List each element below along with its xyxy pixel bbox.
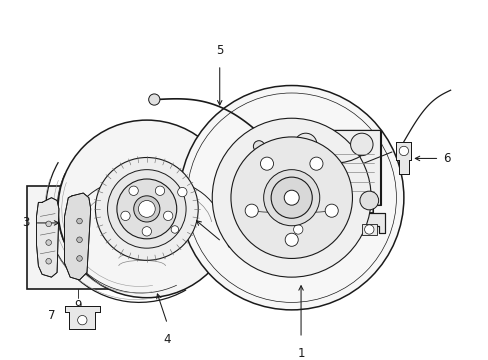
Text: 6: 6: [442, 152, 450, 165]
Text: 3: 3: [22, 216, 30, 229]
Circle shape: [350, 133, 372, 156]
Circle shape: [155, 186, 164, 195]
Circle shape: [95, 157, 198, 260]
Circle shape: [58, 120, 235, 298]
Text: 4: 4: [163, 333, 171, 346]
Bar: [27, 186, 128, 289]
Text: 5: 5: [216, 45, 223, 58]
Circle shape: [129, 186, 138, 195]
Circle shape: [270, 177, 312, 218]
Polygon shape: [396, 141, 410, 174]
Circle shape: [177, 188, 186, 197]
Circle shape: [117, 179, 176, 239]
Circle shape: [230, 137, 352, 258]
Polygon shape: [37, 198, 59, 277]
Circle shape: [294, 133, 316, 156]
Circle shape: [138, 201, 155, 217]
Circle shape: [163, 211, 172, 221]
Text: 8: 8: [226, 238, 233, 251]
Text: 7: 7: [48, 309, 55, 322]
Circle shape: [121, 211, 130, 221]
Text: 9: 9: [74, 299, 81, 312]
Circle shape: [107, 170, 186, 248]
Circle shape: [260, 157, 273, 170]
Circle shape: [293, 225, 302, 234]
Circle shape: [142, 227, 151, 236]
Polygon shape: [64, 306, 100, 329]
Circle shape: [253, 141, 264, 152]
Circle shape: [263, 170, 319, 226]
Circle shape: [364, 225, 373, 234]
Circle shape: [212, 118, 370, 277]
Circle shape: [359, 191, 378, 210]
Text: 2: 2: [397, 141, 404, 154]
Circle shape: [398, 146, 407, 156]
Circle shape: [284, 190, 299, 205]
Circle shape: [309, 157, 322, 170]
Circle shape: [77, 237, 82, 243]
Circle shape: [288, 191, 307, 210]
Polygon shape: [64, 193, 91, 280]
Circle shape: [272, 210, 291, 229]
Circle shape: [133, 196, 160, 222]
Circle shape: [179, 86, 403, 310]
Circle shape: [148, 94, 160, 105]
Circle shape: [78, 315, 87, 325]
Bar: [290, 224, 305, 235]
Circle shape: [46, 258, 51, 264]
Polygon shape: [285, 213, 385, 233]
Circle shape: [244, 204, 258, 217]
Circle shape: [77, 218, 82, 224]
Circle shape: [171, 226, 178, 233]
Polygon shape: [291, 130, 380, 213]
Circle shape: [285, 233, 298, 246]
Bar: [361, 224, 376, 235]
Circle shape: [277, 215, 286, 224]
Circle shape: [325, 204, 338, 217]
Circle shape: [77, 256, 82, 261]
Circle shape: [46, 221, 51, 227]
Text: 1: 1: [297, 347, 304, 360]
Circle shape: [46, 240, 51, 246]
